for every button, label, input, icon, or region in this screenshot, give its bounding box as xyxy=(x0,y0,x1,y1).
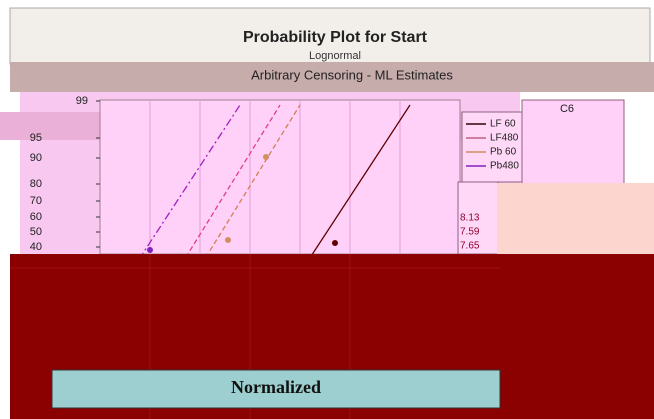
banner xyxy=(51,369,501,409)
y-tick-label: 90 xyxy=(30,152,42,164)
caption-band xyxy=(10,62,654,92)
points xyxy=(147,154,338,253)
y-tick-label: 40 xyxy=(30,241,42,253)
plot-subtitle: Lognormal xyxy=(309,50,361,62)
y-tick-label: 80 xyxy=(30,178,42,190)
table-value: 8.13 xyxy=(460,213,480,224)
title-panel xyxy=(9,7,651,65)
y-tick-label: 95 xyxy=(30,132,42,144)
y-tick-label: 99 xyxy=(76,95,88,107)
grid xyxy=(149,100,401,254)
plot-title: Probability Plot for Start xyxy=(243,29,428,46)
y-tick-label: 50 xyxy=(30,226,42,238)
legend-label: LF 60 xyxy=(490,119,516,130)
y-tick-label: 70 xyxy=(30,195,42,207)
table-value: 7.65 xyxy=(460,241,480,252)
legend-label: LF480 xyxy=(490,133,519,144)
table-value: 7.59 xyxy=(460,227,480,238)
y-tick-label: 60 xyxy=(30,211,42,223)
legend-label: Pb480 xyxy=(490,161,519,172)
legend-label: Pb 60 xyxy=(490,147,517,158)
table-header: C6 xyxy=(560,103,574,115)
caption: Arbitrary Censoring - ML Estimates xyxy=(251,67,453,82)
plot-frame xyxy=(99,99,461,255)
banner-text: Normalized xyxy=(231,377,321,397)
